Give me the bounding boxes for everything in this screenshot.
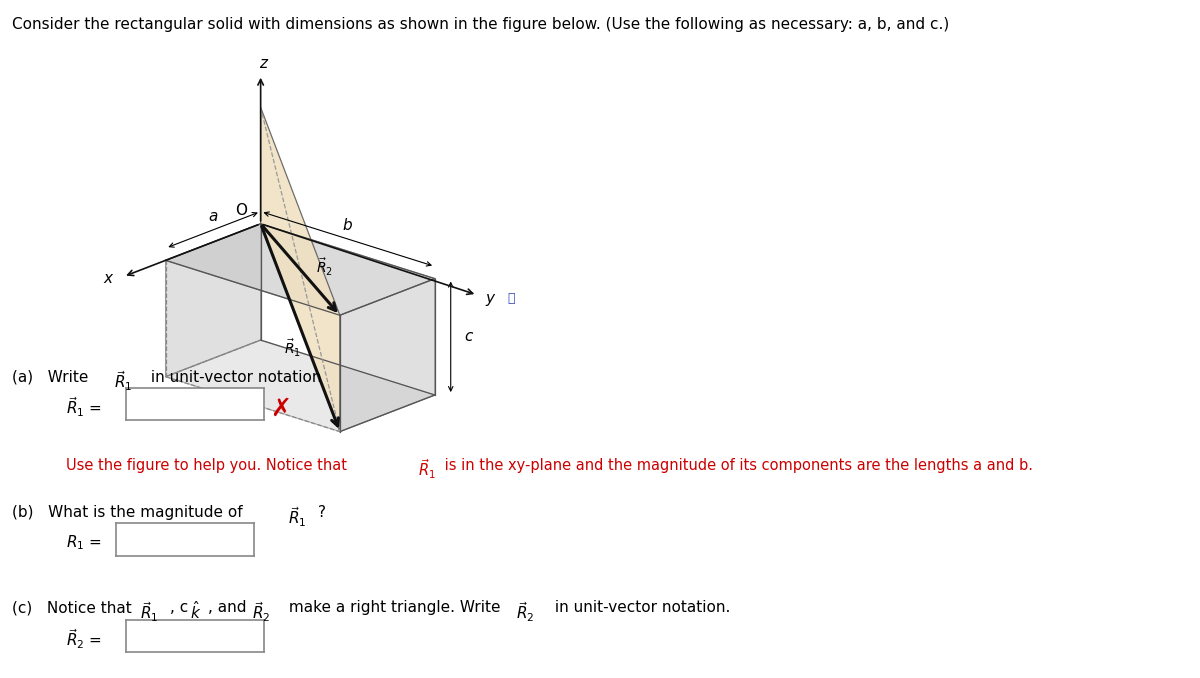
Polygon shape: [260, 107, 340, 432]
Text: $\hat{k}$: $\hat{k}$: [190, 600, 200, 622]
Polygon shape: [166, 340, 434, 432]
Text: $\vec{R}_1$ =: $\vec{R}_1$ =: [66, 395, 102, 418]
Text: $\vec{R}_1$: $\vec{R}_1$: [284, 338, 301, 359]
Text: , c: , c: [170, 600, 188, 615]
Text: Use the figure to help you. Notice that: Use the figure to help you. Notice that: [66, 458, 352, 473]
Text: $\vec{R}_2$ =: $\vec{R}_2$ =: [66, 627, 102, 650]
Text: in unit-vector notation: in unit-vector notation: [146, 370, 322, 384]
Text: $\vec{R}_1$: $\vec{R}_1$: [140, 600, 158, 624]
Text: $\vec{R}_2$: $\vec{R}_2$: [516, 600, 534, 624]
Text: c: c: [464, 330, 473, 344]
Text: a: a: [209, 209, 218, 224]
Text: $\vec{R}_2$: $\vec{R}_2$: [252, 600, 270, 624]
Text: z: z: [259, 56, 268, 71]
Text: y: y: [485, 292, 494, 306]
Text: ?: ?: [318, 505, 326, 520]
Text: is in the xy-plane and the magnitude of its components are the lengths a and b.: is in the xy-plane and the magnitude of …: [440, 458, 1033, 473]
Text: $R_1$ =: $R_1$ =: [66, 533, 102, 552]
Text: $\vec{R}_1$: $\vec{R}_1$: [114, 370, 132, 393]
Polygon shape: [166, 224, 434, 315]
Text: b: b: [343, 218, 353, 233]
Text: (c)   Notice that: (c) Notice that: [12, 600, 137, 615]
Text: ✗: ✗: [270, 397, 292, 421]
Text: (b)   What is the magnitude of: (b) What is the magnitude of: [12, 505, 247, 520]
Text: (a)   Write: (a) Write: [12, 370, 94, 384]
Polygon shape: [166, 224, 260, 377]
Text: , and: , and: [208, 600, 251, 615]
Text: $\vec{R}_1$: $\vec{R}_1$: [418, 458, 436, 481]
Text: ⓘ: ⓘ: [508, 292, 515, 306]
Text: in unit-vector notation.: in unit-vector notation.: [550, 600, 730, 615]
Text: $\vec{R}_2$: $\vec{R}_2$: [316, 257, 334, 278]
Text: Consider the rectangular solid with dimensions as shown in the figure below. (Us: Consider the rectangular solid with dime…: [12, 17, 949, 32]
Text: make a right triangle. Write: make a right triangle. Write: [284, 600, 505, 615]
Text: x: x: [103, 271, 113, 286]
Text: $\vec{R}_1$: $\vec{R}_1$: [288, 505, 306, 529]
Polygon shape: [340, 279, 434, 432]
Text: O: O: [235, 203, 247, 218]
